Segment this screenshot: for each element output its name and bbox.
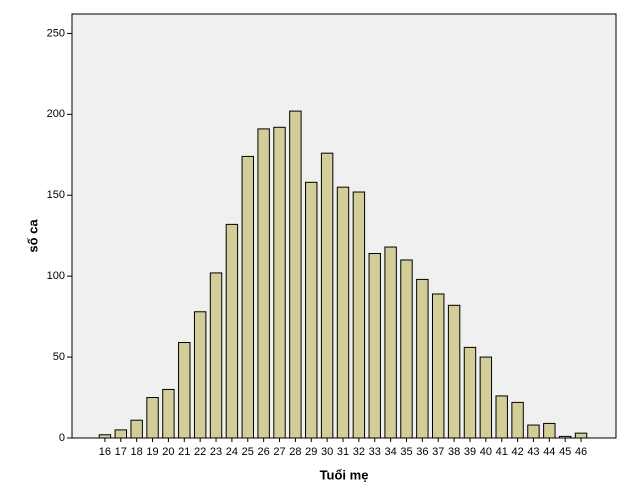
bar [352,191,366,439]
x-axis-title: Tuổi mẹ [320,467,369,482]
y-tick-label: 0 [59,432,65,444]
bar [209,272,223,439]
bar [511,401,524,439]
bar [162,388,175,439]
x-tick-label: 37 [432,446,444,458]
bar [527,424,540,439]
x-tick-label: 45 [559,446,571,458]
x-tick-label: 20 [162,446,174,458]
x-tick-label: 39 [464,446,476,458]
x-tick-label: 21 [178,446,190,458]
x-tick-label: 26 [258,446,270,458]
x-tick-label: 46 [575,446,587,458]
bar [114,429,128,439]
bar [273,126,286,439]
x-tick-label: 25 [242,446,254,458]
bar [305,181,318,439]
x-tick-label: 35 [400,446,412,458]
y-axis-title: số ca [25,219,40,253]
x-tick-label: 28 [289,446,301,458]
bar [432,293,445,439]
bar [574,432,588,439]
bar [543,422,556,439]
bar [241,155,254,439]
y-tick-label: 250 [47,27,65,39]
x-tick-label: 36 [416,446,428,458]
bar [130,419,143,439]
x-tick-label: 42 [511,446,523,458]
x-tick-label: 29 [305,446,317,458]
bar [447,304,461,439]
bar [479,356,493,439]
y-tick-label: 200 [47,108,65,120]
bar [289,110,302,439]
x-tick-label: 43 [527,446,539,458]
bar [178,342,191,439]
bar [336,186,350,439]
x-tick-label: 41 [496,446,508,458]
bar [368,253,381,439]
x-tick-label: 34 [384,446,396,458]
bar [146,397,159,439]
bar [558,435,572,439]
bar [400,259,413,439]
x-tick-label: 19 [146,446,158,458]
y-tick-label: 50 [53,351,65,363]
x-tick-label: 27 [273,446,285,458]
x-tick-label: 22 [194,446,206,458]
x-tick-label: 16 [99,446,111,458]
bar [416,278,429,439]
bar [320,152,334,439]
y-tick-label: 150 [47,189,65,201]
x-tick-label: 44 [543,446,555,458]
y-tick-label: 100 [47,270,65,282]
bar [193,311,207,439]
x-tick-label: 40 [480,446,492,458]
bar [463,346,477,439]
bar [495,395,508,439]
bar [384,246,397,439]
x-tick-label: 30 [321,446,333,458]
x-tick-label: 23 [210,446,222,458]
bar [257,128,270,439]
x-tick-label: 38 [448,446,460,458]
x-tick-label: 17 [115,446,127,458]
x-tick-label: 31 [337,446,349,458]
x-tick-label: 33 [369,446,381,458]
bar [98,434,112,439]
x-tick-label: 24 [226,446,238,458]
bar [225,223,239,439]
x-tick-label: 32 [353,446,365,458]
x-tick-label: 18 [131,446,143,458]
